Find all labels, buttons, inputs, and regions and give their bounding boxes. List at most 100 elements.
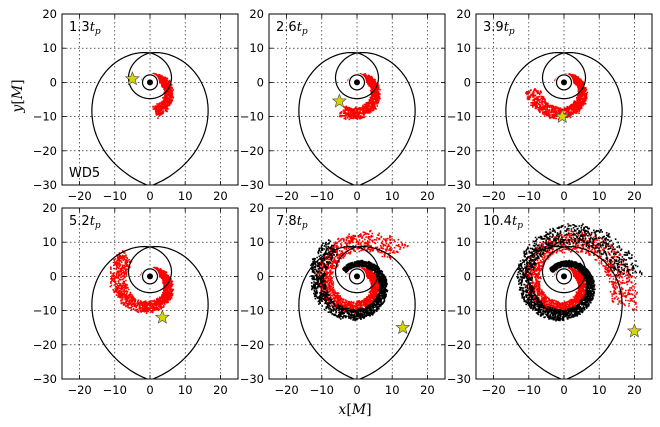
orbit-loop: [141, 268, 159, 285]
panel-time-label: 1.3tp: [69, 20, 101, 37]
x-tick-label: 0: [353, 383, 360, 397]
y-tick-label: 0: [257, 75, 264, 89]
x-tick-label: −10: [517, 189, 541, 203]
x-axis-label: x[M]: [338, 402, 371, 418]
y-tick-label: −10: [447, 304, 471, 318]
y-tick-label: −10: [33, 304, 57, 318]
x-tick-label: 10: [385, 189, 400, 203]
y-tick-label: −10: [240, 110, 264, 124]
panel-content: [505, 223, 643, 379]
x-tick-label: 20: [213, 383, 228, 397]
panel-content: [91, 246, 209, 379]
y-tick-label: −20: [33, 338, 57, 352]
y-tick-label: −30: [240, 372, 264, 386]
panel-content: [505, 52, 623, 185]
panel-time-label: 3.9tp: [483, 20, 515, 37]
y-tick-label: 20: [456, 201, 471, 215]
y-tick-label: −20: [240, 338, 264, 352]
y-axis-label: y[M]: [10, 79, 26, 113]
y-tick-label: −20: [33, 144, 57, 158]
star-marker: [554, 108, 570, 123]
panel-6: −20 −10 0 10 20 −30 −20 −10 0 10 20 10.4tp: [447, 201, 653, 397]
y-tick-label: −30: [447, 178, 471, 192]
y-tick-label: −20: [447, 338, 471, 352]
trajectory-curve: [298, 246, 416, 379]
y-tick-label: 0: [464, 269, 471, 283]
trajectory-curve: [298, 52, 416, 185]
x-tick-label: 0: [146, 189, 153, 203]
x-tick-label: −10: [103, 189, 127, 203]
x-tick-label: 20: [627, 189, 642, 203]
x-tick-label: −20: [274, 383, 298, 397]
y-tick-label: −10: [33, 110, 57, 124]
y-tick-label: 20: [42, 201, 57, 215]
trajectory-curve: [91, 246, 209, 379]
black-hole-dot: [561, 273, 567, 280]
y-tick-label: −20: [447, 144, 471, 158]
black-hole-dot: [354, 273, 360, 280]
panel-time-label: 7.8tp: [276, 214, 308, 231]
y-tick-label: −30: [33, 178, 57, 192]
x-tick-label: 20: [420, 189, 435, 203]
panel-time-label: 2.6tp: [276, 20, 308, 37]
y-tick-label: −20: [240, 144, 264, 158]
star-marker: [124, 71, 140, 86]
star-marker: [626, 323, 642, 338]
y-tick-label: 0: [464, 75, 471, 89]
ejecta-red: [339, 73, 381, 121]
trajectory-curve: [505, 52, 623, 185]
x-tick-label: −10: [310, 383, 334, 397]
star-marker: [331, 93, 347, 108]
trajectory-curve: [91, 52, 209, 185]
panel-4: −20 −10 0 10 20 −30 −20 −10 0 10 20 5.2tp: [33, 201, 239, 397]
x-tick-label: 20: [420, 383, 435, 397]
y-tick-label: 0: [50, 75, 57, 89]
ejecta-red: [141, 72, 175, 119]
black-hole-dot: [354, 79, 360, 86]
x-tick-label: −20: [481, 383, 505, 397]
x-tick-label: −20: [67, 189, 91, 203]
orbit-loop: [555, 74, 573, 91]
star-marker: [154, 309, 170, 324]
x-tick-label: 10: [178, 383, 193, 397]
y-tick-label: 10: [456, 41, 471, 55]
x-tick-label: 10: [385, 383, 400, 397]
x-tick-label: −20: [481, 189, 505, 203]
x-tick-label: 10: [592, 383, 607, 397]
y-tick-label: −10: [447, 110, 471, 124]
x-tick-label: −20: [274, 189, 298, 203]
x-tick-label: 0: [353, 189, 360, 203]
y-tick-label: 10: [42, 41, 57, 55]
ejecta-red: [524, 229, 638, 315]
star-marker: [395, 319, 411, 335]
panel-5: −20 −10 0 10 20 −30 −20 −10 0 10 20 7.8tp: [240, 201, 446, 397]
y-tick-label: 0: [257, 269, 264, 283]
y-tick-label: −30: [240, 178, 264, 192]
x-tick-label: 0: [560, 189, 567, 203]
x-tick-label: 0: [146, 383, 153, 397]
x-tick-label: −20: [67, 383, 91, 397]
x-tick-label: 20: [627, 383, 642, 397]
panel-content: [91, 52, 209, 185]
y-tick-label: −30: [447, 372, 471, 386]
y-tick-label: 20: [249, 7, 264, 21]
x-tick-label: 10: [178, 189, 193, 203]
x-tick-label: 10: [592, 189, 607, 203]
y-tick-label: 10: [249, 235, 264, 249]
panel-time-label: 5.2tp: [69, 214, 101, 231]
y-tick-label: 10: [249, 41, 264, 55]
y-tick-label: −30: [33, 372, 57, 386]
black-hole-dot: [147, 79, 153, 86]
x-tick-label: 0: [560, 383, 567, 397]
orbit-loop: [141, 74, 159, 91]
y-tick-label: 10: [456, 235, 471, 249]
panel-3: −20 −10 0 10 20 −30 −20 −10 0 10 20 3.9tp: [447, 7, 653, 203]
orbit-loop: [348, 268, 366, 285]
black-hole-dot: [147, 273, 153, 280]
x-tick-label: −10: [103, 383, 127, 397]
panel-1: −20 −10 0 10 20 −30 −20 −10 0 10 20 1.3tp WD5: [33, 7, 239, 203]
panel-2: −20 −10 0 10 20 −30 −20 −10 0 10 20 2.6tp: [240, 7, 446, 203]
panel-content: [298, 229, 416, 379]
panel-model-label: WD5: [69, 166, 100, 181]
